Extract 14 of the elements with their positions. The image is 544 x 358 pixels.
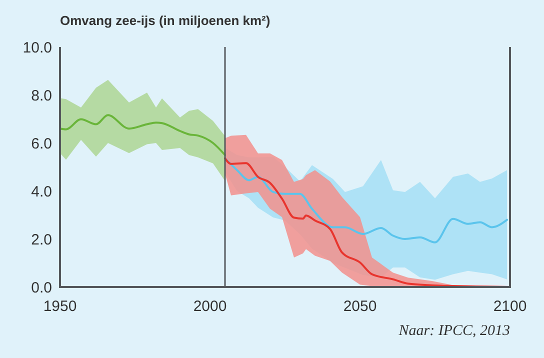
- chart-title: Omvang zee-ijs (in miljoenen km²): [60, 13, 270, 28]
- x-tick-label: 2100: [493, 298, 527, 315]
- line-series: [224, 157, 508, 244]
- x-tick-label: 2000: [193, 298, 227, 315]
- y-tick-label: 2.0: [31, 231, 52, 248]
- y-tick-label: 6.0: [31, 135, 52, 152]
- y-tick-label: 4.0: [31, 183, 52, 200]
- x-tick-label: 2050: [343, 298, 377, 315]
- y-tick-label: 8.0: [31, 87, 52, 104]
- text: Naar: IPCC, 2013: [398, 323, 510, 339]
- y-tick-label: 0.0: [31, 279, 52, 296]
- line-series: [59, 114, 226, 156]
- x-tick-label: 1950: [43, 298, 77, 315]
- y-tick-label: 10.0: [22, 39, 52, 56]
